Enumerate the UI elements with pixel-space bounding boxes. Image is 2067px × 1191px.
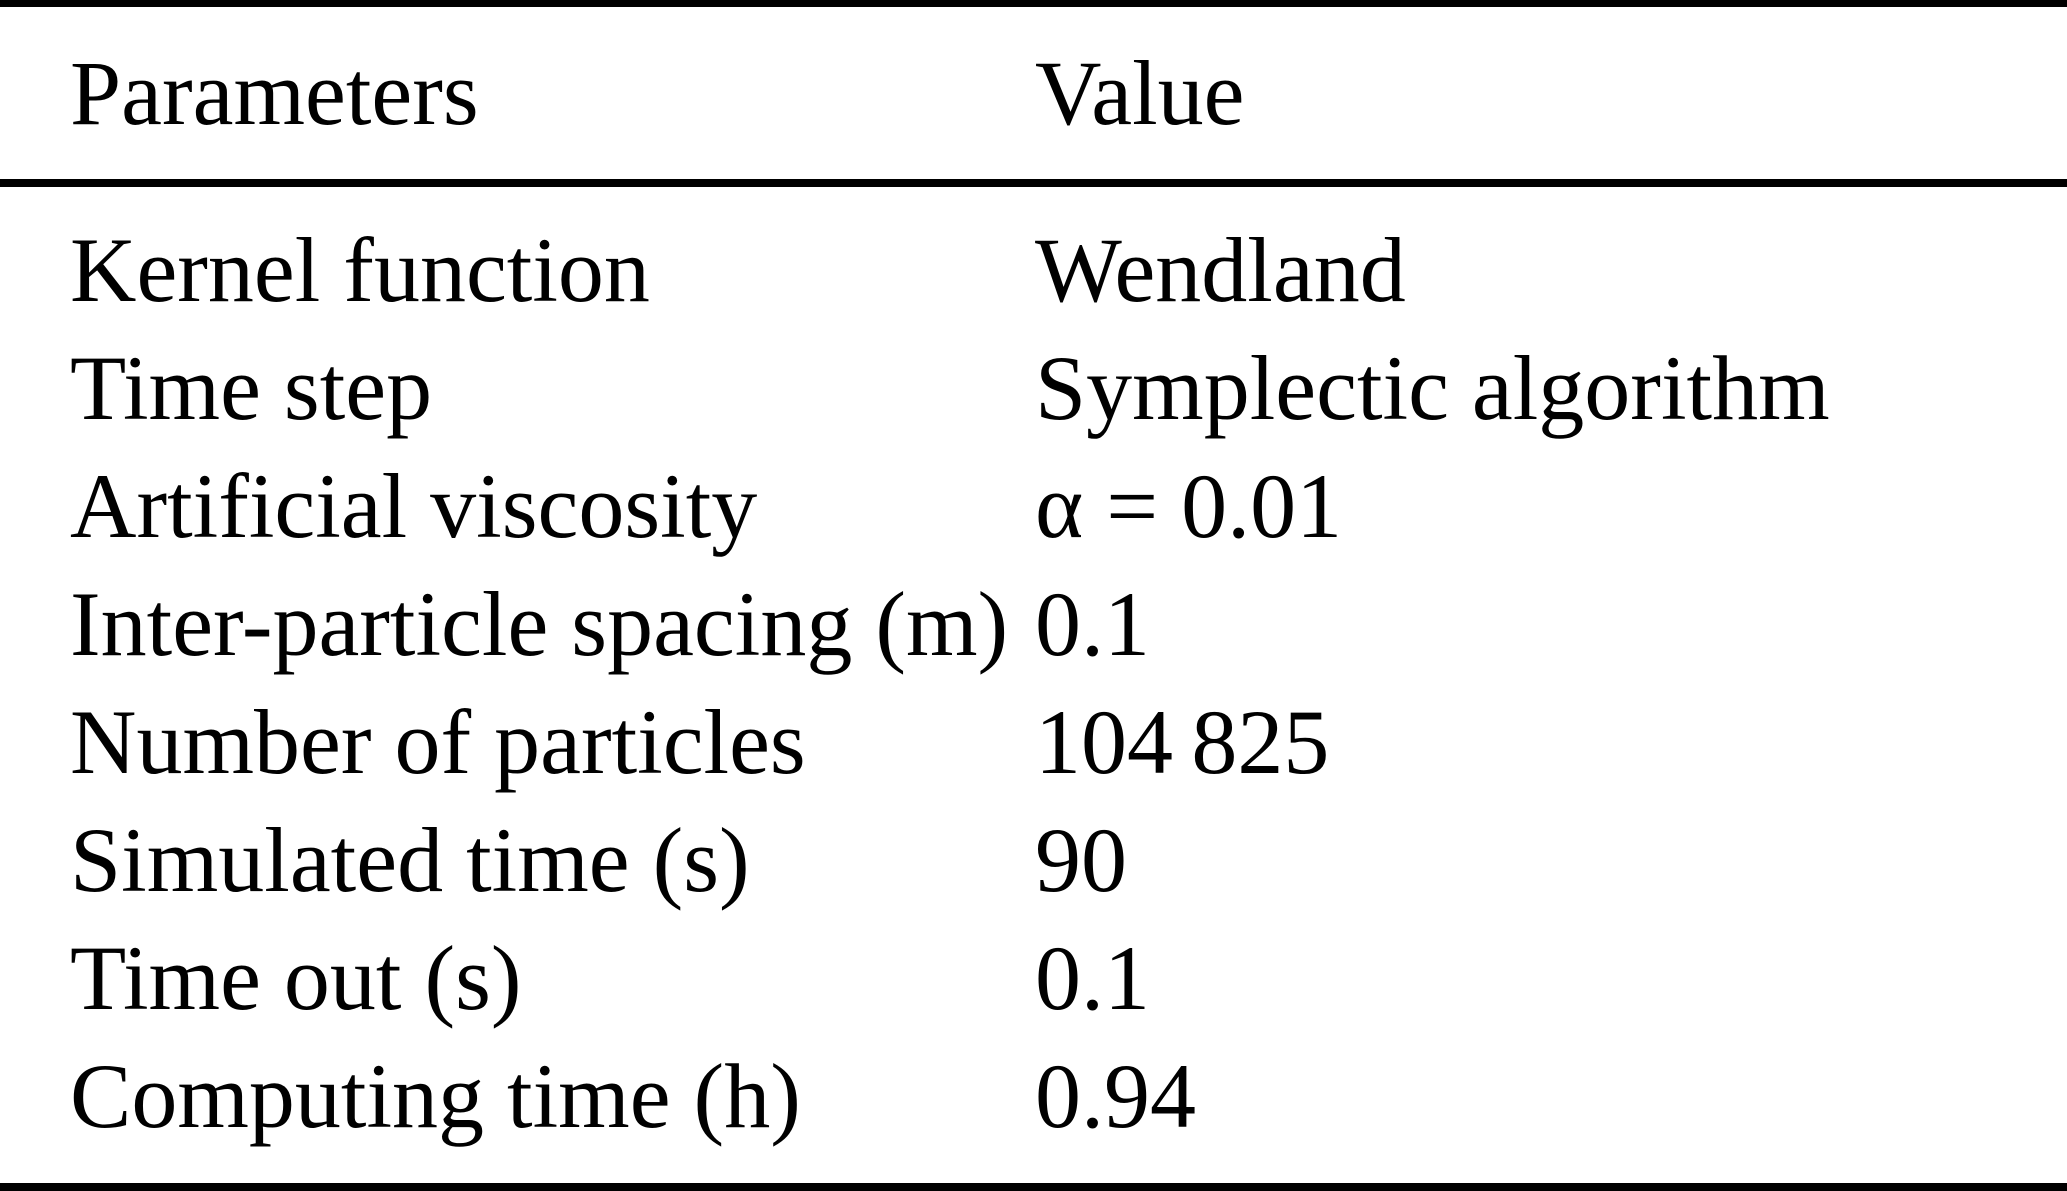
table-row: Inter-particle spacing (m) 0.1 <box>0 565 2067 683</box>
table-header-rule <box>0 179 2067 187</box>
value-cell: 0.1 <box>1035 573 1150 675</box>
param-cell: Artificial viscosity <box>70 455 758 557</box>
value-cell: Wendland <box>1035 219 1406 321</box>
table-body: Kernel function Wendland Time step Sympl… <box>0 187 2067 1155</box>
value-cell: 0.1 <box>1035 927 1150 1029</box>
table-top-rule <box>0 0 2067 7</box>
param-cell: Computing time (h) <box>70 1045 801 1147</box>
param-cell: Inter-particle spacing (m) <box>70 573 1009 675</box>
param-cell: Time step <box>70 337 433 439</box>
value-cell: α = 0.01 <box>1035 455 1343 557</box>
table-row: Artificial viscosity α = 0.01 <box>0 447 2067 565</box>
table-row: Number of particles 104 825 <box>0 683 2067 801</box>
value-cell: Symplectic algorithm <box>1035 337 1830 439</box>
param-cell: Time out (s) <box>70 927 522 1029</box>
table-bottom-rule <box>0 1183 2067 1191</box>
column-header-parameters: Parameters <box>70 42 479 144</box>
column-header-value: Value <box>1035 42 1245 144</box>
value-cell: 0.94 <box>1035 1045 1196 1147</box>
table-header-row: Parameters Value <box>0 7 2067 179</box>
param-cell: Simulated time (s) <box>70 809 750 911</box>
param-cell: Kernel function <box>70 219 650 321</box>
table-row: Time out (s) 0.1 <box>0 919 2067 1037</box>
table-row: Time step Symplectic algorithm <box>0 329 2067 447</box>
value-cell: 104 825 <box>1035 691 1330 793</box>
value-cell: 90 <box>1035 809 1127 911</box>
table-row: Simulated time (s) 90 <box>0 801 2067 919</box>
table-row: Kernel function Wendland <box>0 211 2067 329</box>
param-cell: Number of particles <box>70 691 806 793</box>
table-row: Computing time (h) 0.94 <box>0 1037 2067 1155</box>
